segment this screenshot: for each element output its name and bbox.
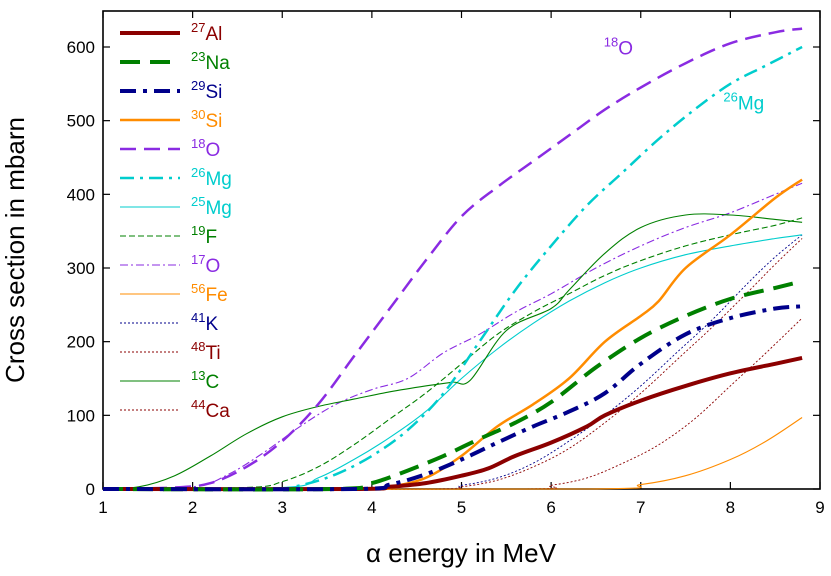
legend-label: 25Mg	[191, 194, 232, 219]
curve-annotation: 26Mg	[723, 90, 764, 115]
legend-label: 26Mg	[191, 165, 232, 190]
legend-element: Ti	[205, 343, 220, 364]
series-layer	[102, 27, 803, 492]
y-tick-label: 300	[67, 259, 95, 278]
legend-mass: 23	[191, 49, 205, 64]
legend-mass: 30	[191, 107, 205, 122]
legend-element: O	[205, 256, 220, 277]
y-tick-label: 100	[67, 406, 95, 425]
legend-element: Mg	[205, 198, 231, 219]
legend-label: 30Si	[191, 107, 222, 132]
annotation-layer: 18O 26Mg	[604, 34, 765, 114]
legend-element: Fe	[205, 285, 227, 306]
legend-element: K	[205, 314, 218, 335]
curve-annotation: 18O	[604, 34, 633, 59]
annotation-mass: 18	[604, 34, 618, 49]
legend-mass: 17	[191, 252, 205, 267]
y-tick-label: 500	[67, 112, 95, 131]
legend-mass: 29	[191, 78, 205, 93]
legend-label: 19F	[191, 223, 217, 248]
x-tick-label: 3	[278, 498, 287, 517]
legend-element: Ca	[205, 401, 230, 422]
legend-label: 56Fe	[191, 281, 228, 306]
legend-label: 17O	[191, 252, 220, 277]
legend-mass: 56	[191, 281, 205, 296]
y-tick-label: 600	[67, 38, 95, 57]
series-line-44ca	[102, 238, 803, 490]
legend-label: 41K	[191, 310, 218, 335]
series-line-18o	[102, 27, 803, 491]
legend-mass: 19	[191, 223, 205, 238]
annotation-element: O	[618, 38, 633, 59]
series-line-19f	[102, 217, 803, 490]
x-tick-label: 5	[457, 498, 466, 517]
legend-label: 27Al	[191, 20, 222, 45]
x-tick-label: 6	[546, 498, 555, 517]
legend: 27Al23Na29Si30Si18O26Mg25Mg19F17O56Fe41K…	[120, 20, 232, 422]
x-tick-label: 9	[815, 498, 824, 517]
legend-label: 18O	[191, 136, 220, 161]
legend-element: C	[205, 372, 219, 393]
legend-element: Na	[205, 53, 230, 74]
legend-label: 48Ti	[191, 339, 221, 364]
series-line-17o	[102, 182, 803, 490]
x-tick-label: 7	[636, 498, 645, 517]
legend-element: O	[205, 140, 220, 161]
series-line-29si	[102, 304, 803, 492]
legend-mass: 25	[191, 194, 205, 209]
series-line-23na	[102, 279, 803, 492]
series-line-25mg	[102, 234, 803, 490]
legend-mass: 18	[191, 136, 205, 151]
legend-element: F	[205, 227, 217, 248]
x-axis-label: α energy in MeV	[366, 538, 557, 568]
legend-label: 29Si	[191, 78, 222, 103]
y-tick-label: 0	[86, 480, 95, 499]
legend-mass: 27	[191, 20, 205, 35]
legend-label: 23Na	[191, 49, 230, 74]
legend-label: 13C	[191, 368, 219, 393]
legend-mass: 26	[191, 165, 205, 180]
y-tick-label: 400	[67, 185, 95, 204]
annotation-mass: 26	[723, 90, 737, 105]
x-tick-label: 1	[98, 498, 107, 517]
legend-mass: 41	[191, 310, 205, 325]
legend-element: Al	[205, 24, 222, 45]
annotation-element: Mg	[738, 94, 764, 115]
legend-mass: 13	[191, 368, 205, 383]
legend-element: Si	[205, 82, 222, 103]
series-line-48ti	[102, 317, 803, 490]
legend-element: Mg	[205, 169, 231, 190]
x-tick-label: 8	[726, 498, 735, 517]
legend-mass: 48	[191, 339, 205, 354]
legend-mass: 44	[191, 397, 205, 412]
y-tick-label: 200	[67, 333, 95, 352]
x-tick-label: 4	[367, 498, 376, 517]
series-line-26mg	[102, 45, 803, 491]
x-tick-label: 2	[188, 498, 197, 517]
y-axis-label: Cross section in mbarn	[0, 117, 30, 383]
legend-element: Si	[205, 111, 222, 132]
legend-label: 44Ca	[191, 397, 230, 422]
